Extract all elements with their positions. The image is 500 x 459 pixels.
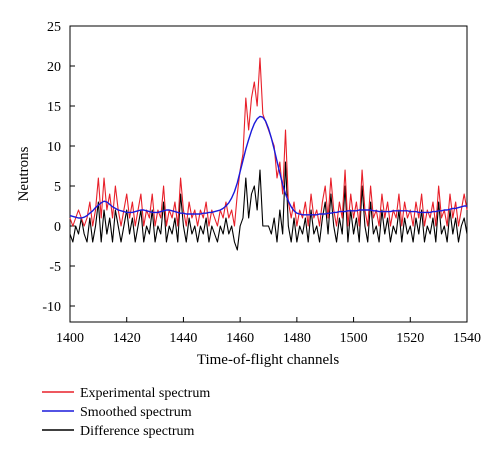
x-tick-label: 1440 xyxy=(169,331,197,346)
x-tick-label: 1500 xyxy=(340,331,368,346)
y-tick-label: 20 xyxy=(47,60,61,75)
smoothed-spectrum-line xyxy=(69,115,467,219)
difference-spectrum-line xyxy=(69,161,468,251)
x-axis-ticks: 1400 1420 1440 1460 1480 1500 1520 1540 xyxy=(56,317,481,346)
x-tick-label: 1540 xyxy=(453,331,481,346)
legend-label-difference-spectrum: Difference spectrum xyxy=(80,424,195,439)
y-tick-label: 5 xyxy=(54,180,61,195)
y-tick-label: 10 xyxy=(47,140,61,155)
experimental-spectrum-line xyxy=(69,57,468,227)
legend-label-smoothed-spectrum: Smoothed spectrum xyxy=(80,405,192,420)
series-layer xyxy=(69,57,468,251)
y-axis-title: Neutrons xyxy=(16,146,32,201)
x-tick-label: 1480 xyxy=(283,331,311,346)
plot-area: 1400 1420 1440 1460 1480 1500 1520 1540 -10-505… xyxy=(42,20,481,346)
x-tick-label: 1520 xyxy=(396,331,424,346)
plot-frame xyxy=(69,25,468,323)
y-tick-label: -10 xyxy=(42,300,61,315)
x-axis-title: Time-of-flight channels xyxy=(197,352,340,368)
legend-label-experimental-spectrum: Experimental spectrum xyxy=(80,386,210,401)
legend: Experimental spectrum Smoothed spectrum Di… xyxy=(42,386,210,439)
y-tick-label: 15 xyxy=(47,100,61,115)
y-tick-label: 25 xyxy=(47,20,61,35)
x-tick-label: 1460 xyxy=(226,331,254,346)
y-tick-label: -5 xyxy=(49,260,61,275)
x-tick-label: 1420 xyxy=(113,331,141,346)
y-tick-label: 0 xyxy=(54,220,61,235)
x-tick-label: 1400 xyxy=(56,331,84,346)
